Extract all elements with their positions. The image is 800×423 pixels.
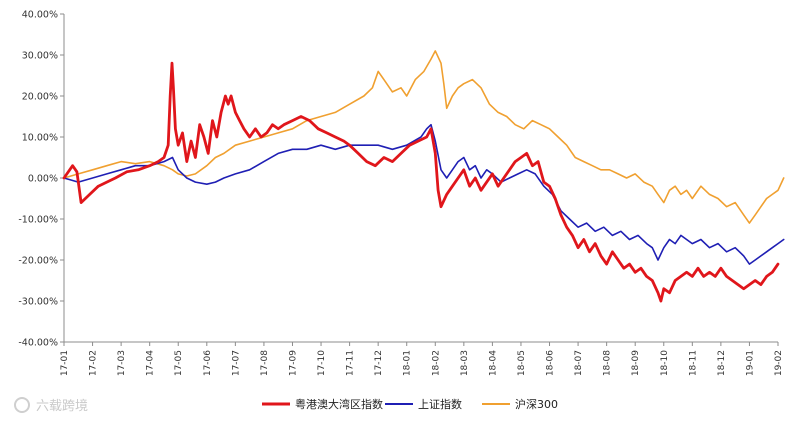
watermark-logo-icon [14,397,30,413]
x-tick-label: 17-06 [203,350,213,376]
x-tick-label: 17-05 [174,350,184,376]
y-tick-label: 0.00% [28,174,58,185]
y-tick-label: -30.00% [18,297,58,308]
x-tick-label: 17-02 [89,350,99,376]
watermark-text: 六载跨境 [36,399,88,414]
x-tick-label: 18-06 [546,350,556,376]
x-tick-label: 18-12 [717,350,727,376]
y-tick-label: 10.00% [22,133,58,144]
y-tick-label: 30.00% [22,51,58,62]
y-tick-label: 20.00% [22,92,58,103]
legend-label-series-1: 上证指数 [418,397,462,411]
series-line-0 [62,61,780,303]
x-tick-label: 17-11 [346,350,356,376]
x-tick-label: 18-03 [460,350,470,376]
series-line-2 [63,50,785,224]
x-tick-label: 17-10 [317,350,327,376]
series-line-1 [63,123,785,265]
x-tick-label: 18-07 [574,350,584,376]
x-tick-label: 18-08 [603,350,613,376]
x-tick-label: 17-07 [231,350,241,376]
x-tick-label: 19-02 [774,350,784,376]
plot-area [62,50,785,303]
y-tick-label: -10.00% [18,215,58,226]
x-tick-label: 18-09 [631,350,641,376]
x-tick-label: 17-03 [117,350,127,376]
x-tick-label: 17-08 [260,350,270,376]
x-tick-label: 17-01 [60,350,70,376]
y-tick-label: 40.00% [22,10,58,21]
x-tick-label: 17-09 [288,350,298,376]
x-tick-label: 18-11 [688,350,698,376]
x-tick-label: 18-05 [517,350,527,376]
y-axis: 40.00% 30.00% 20.00% 10.00% 0.00% -10.00% -20.… [18,10,65,349]
y-tick-label: -40.00% [18,338,58,349]
watermark: 六载跨境 [14,397,88,414]
x-axis: 17-01 17-02 17-03 17-04 17-05 17-06 17-07 17-08… [60,341,784,376]
legend: 粤港澳大湾区指数 上证指数 沪深300 [262,397,558,411]
y-tick-label: -20.00% [18,256,58,267]
legend-label-series-2: 沪深300 [515,397,558,411]
x-tick-label: 17-04 [146,350,156,376]
x-tick-label: 17-12 [374,350,384,376]
x-tick-label: 18-01 [403,350,413,376]
x-tick-label: 18-02 [431,350,441,376]
x-tick-label: 19-01 [745,350,755,376]
legend-label-series-0: 粤港澳大湾区指数 [295,397,383,411]
x-tick-label: 18-10 [660,350,670,376]
x-tick-label: 18-04 [488,350,498,376]
